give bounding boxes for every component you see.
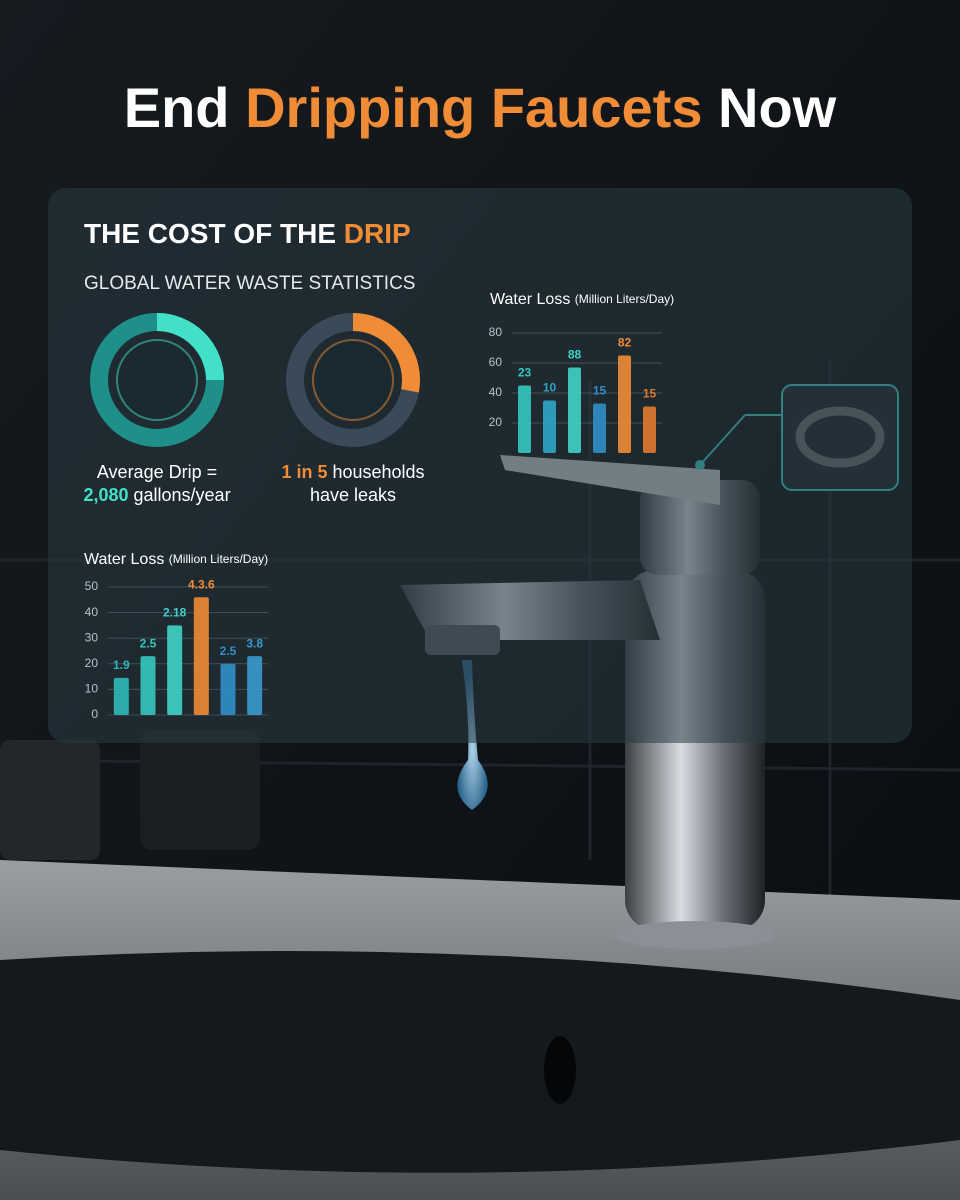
donut-caption: have leaks [310,485,396,505]
chart-title-unit: (Million Liters/Day) [575,292,674,306]
bar [568,367,581,453]
donut-segment [156,313,224,381]
bar [113,677,129,715]
title-part: Dripping Faucets [245,76,702,139]
chart-title-unit: (Million Liters/Day) [169,552,268,566]
caption-part: households [332,462,424,482]
bar [618,355,631,453]
y-tick-label: 20 [489,415,503,429]
caption-part: 2,080 [83,485,128,505]
caption-part: have leaks [310,485,396,505]
y-tick-label: 10 [85,682,99,696]
bar [193,597,209,715]
bar-annotation: 2.5 [140,636,157,650]
chart-title: Water Loss (Million Liters/Day) [84,551,268,568]
panel-heading: THE COST OF THE DRIP [84,218,411,249]
title-part: Now [718,76,837,139]
y-tick-label: 80 [489,325,503,339]
donut-inner [116,339,198,421]
bar-annotation: 88 [568,348,582,362]
y-tick-label: 30 [85,630,99,644]
bar-annotation: 2.18 [163,606,187,620]
caption-part: 1 in 5 [281,462,327,482]
donut-caption: 1 in 5 households [281,462,424,482]
bar [140,656,156,715]
bar [247,656,263,715]
chart-title-main: Water Loss [84,551,164,568]
bar [643,406,656,453]
donut-segment [352,313,420,393]
donut-inner [312,339,394,421]
bar [543,400,556,453]
bar-annotation: 10 [543,381,557,395]
bar-annotation: 23 [518,366,532,380]
heading-part: THE COST OF THE [84,218,336,249]
y-tick-label: 40 [489,385,503,399]
y-tick-label: 20 [85,656,99,670]
bar-annotation: 82 [618,336,632,350]
caption-part: Average Drip = [97,462,217,482]
page-title: End Dripping Faucets Now [124,76,837,139]
caption-part: gallons/year [134,485,231,505]
bar [593,403,606,453]
y-tick-label: 50 [85,579,99,593]
bar-annotation: 2.5 [220,644,237,658]
bar-annotation: 4.3.6 [188,577,215,591]
heading-part: DRIP [344,218,411,249]
donut-caption: Average Drip = [97,462,217,482]
y-tick-label: 40 [85,605,99,619]
stats-panel [48,188,912,743]
bar [167,625,183,715]
y-tick-label: 0 [91,707,98,721]
bar-annotation: 1.9 [113,658,130,672]
title-part: End [124,76,230,139]
bar [518,385,531,453]
bar-annotation: 3.8 [246,636,263,650]
bar-annotation: 15 [643,387,657,401]
panel-subheading: GLOBAL WATER WASTE STATISTICS [84,273,415,294]
bar [220,663,236,715]
donut-caption: 2,080 gallons/year [83,485,230,505]
y-tick-label: 60 [489,355,503,369]
bar-annotation: 15 [593,384,607,398]
chart-title-main: Water Loss [490,291,570,308]
chart-title: Water Loss (Million Liters/Day) [490,291,674,308]
